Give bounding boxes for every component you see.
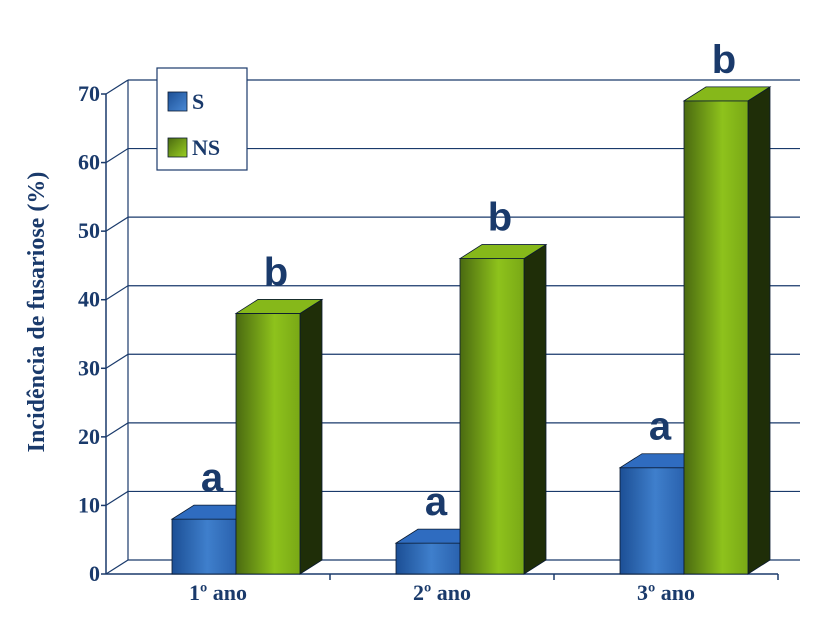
y-tick-label: 20 bbox=[78, 424, 100, 449]
legend-label-s: S bbox=[192, 89, 204, 114]
gridline-depth-20 bbox=[105, 422, 129, 438]
significance-label: b bbox=[712, 38, 736, 82]
y-tick-label: 50 bbox=[78, 218, 100, 243]
significance-label: a bbox=[425, 480, 448, 524]
x-tick-label: 2º ano bbox=[413, 580, 471, 605]
bar-top-ns bbox=[682, 86, 772, 102]
bar-side-ns bbox=[299, 298, 323, 575]
bar-top-ns bbox=[234, 299, 324, 314]
bar-s-3 bbox=[619, 467, 685, 575]
gridline-depth-40 bbox=[105, 285, 129, 301]
gridline-depth-50 bbox=[105, 216, 129, 232]
legend-swatch-ns bbox=[167, 137, 188, 158]
bar-ns-3 bbox=[683, 100, 749, 575]
y-tick-label: 10 bbox=[78, 492, 100, 517]
bar-top-ns bbox=[458, 244, 548, 259]
gridline-depth-70 bbox=[105, 79, 129, 95]
gridline-depth-0 bbox=[105, 559, 129, 575]
gridline-depth-60 bbox=[105, 148, 129, 164]
y-tick-label: 0 bbox=[89, 561, 100, 586]
gridline-depth-10 bbox=[105, 490, 129, 506]
bar-ns-1 bbox=[235, 313, 301, 575]
y-tick-label: 70 bbox=[78, 81, 100, 106]
gridline-depth-30 bbox=[105, 353, 129, 369]
bar-side-ns bbox=[523, 243, 547, 575]
significance-label: a bbox=[649, 405, 672, 449]
x-tick-label: 1º ano bbox=[189, 580, 247, 605]
x-tick-label: 3º ano bbox=[637, 580, 695, 605]
bar-s-1 bbox=[171, 518, 237, 575]
significance-label: b bbox=[488, 196, 512, 240]
y-tick-label: 40 bbox=[78, 287, 100, 312]
y-axis-label: Incidência de fusariose (%) bbox=[24, 172, 50, 453]
legend-label-ns: NS bbox=[192, 135, 220, 160]
legend-swatch-s bbox=[167, 91, 188, 112]
bar-s-2 bbox=[395, 542, 461, 575]
bar-side-ns bbox=[747, 86, 771, 575]
y-tick-label: 30 bbox=[78, 355, 100, 380]
significance-label: a bbox=[201, 456, 224, 500]
bar-ns-2 bbox=[459, 258, 525, 575]
y-tick-label: 60 bbox=[78, 150, 100, 175]
significance-label: b bbox=[264, 250, 288, 294]
